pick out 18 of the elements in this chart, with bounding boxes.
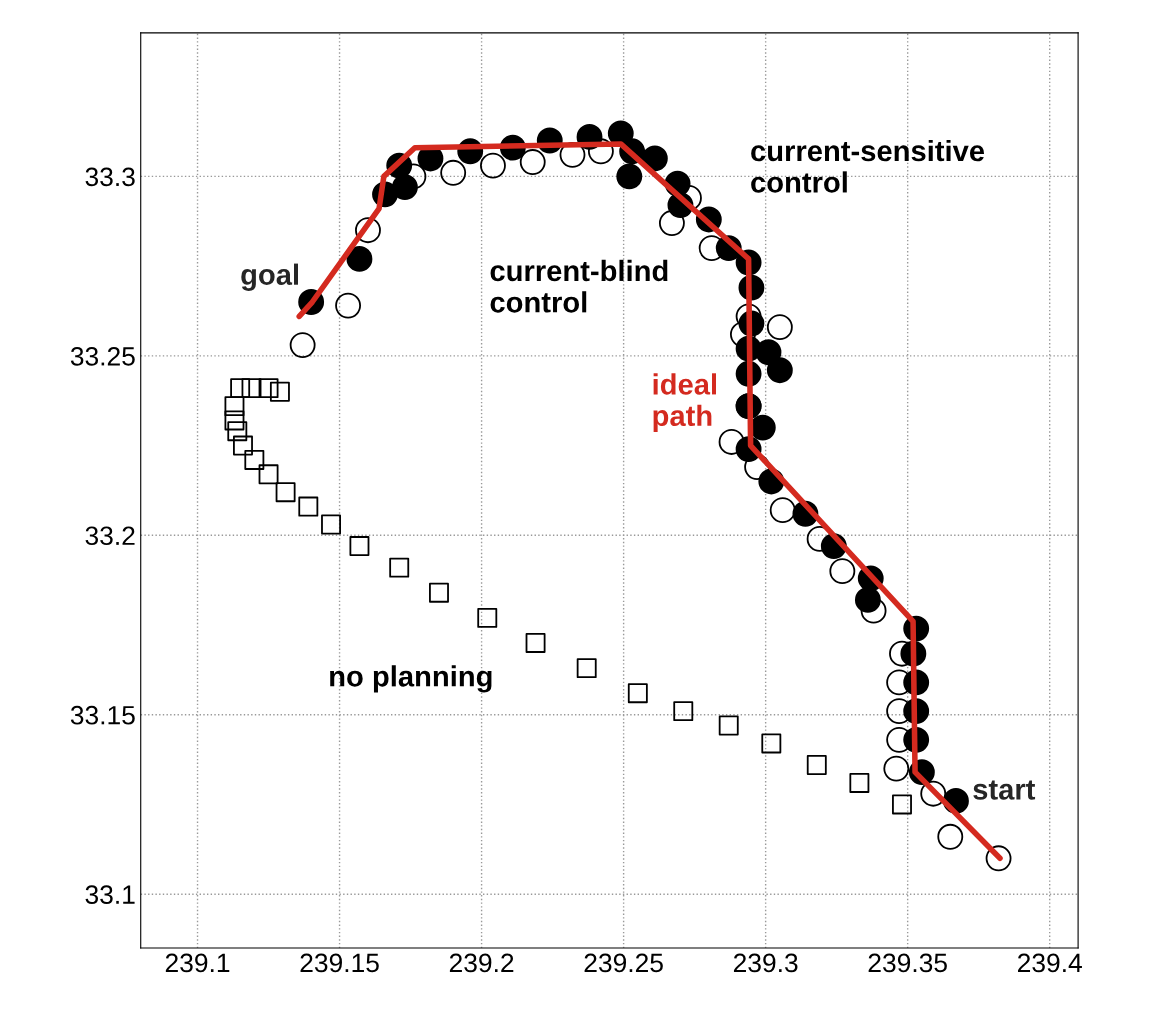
x-tick-label: 239.2 [449,953,514,973]
series-label: current-blind control [490,259,668,313]
y-tick-label: 33.25 [70,346,135,366]
y-tick-label: 33.2 [85,526,135,546]
annotation: start [973,780,1036,800]
x-tick-label: 239.4 [1018,953,1082,973]
x-tick-label: 239.35 [868,953,947,973]
series-label: ideal path [653,373,716,432]
series-label: current-sensitive control [751,139,985,193]
y-tick-label: 33.3 [85,167,135,187]
x-tick-label: 239.3 [733,953,798,973]
x-tick-label: 239.15 [300,953,379,973]
series-label: no planning [330,665,492,693]
x-tick-label: 239.25 [584,953,663,973]
x-tick-label: 239.1 [165,953,230,973]
y-tick-label: 33.15 [70,705,135,725]
y-tick-label: 33.1 [85,885,135,905]
annotation: goal [241,263,298,291]
